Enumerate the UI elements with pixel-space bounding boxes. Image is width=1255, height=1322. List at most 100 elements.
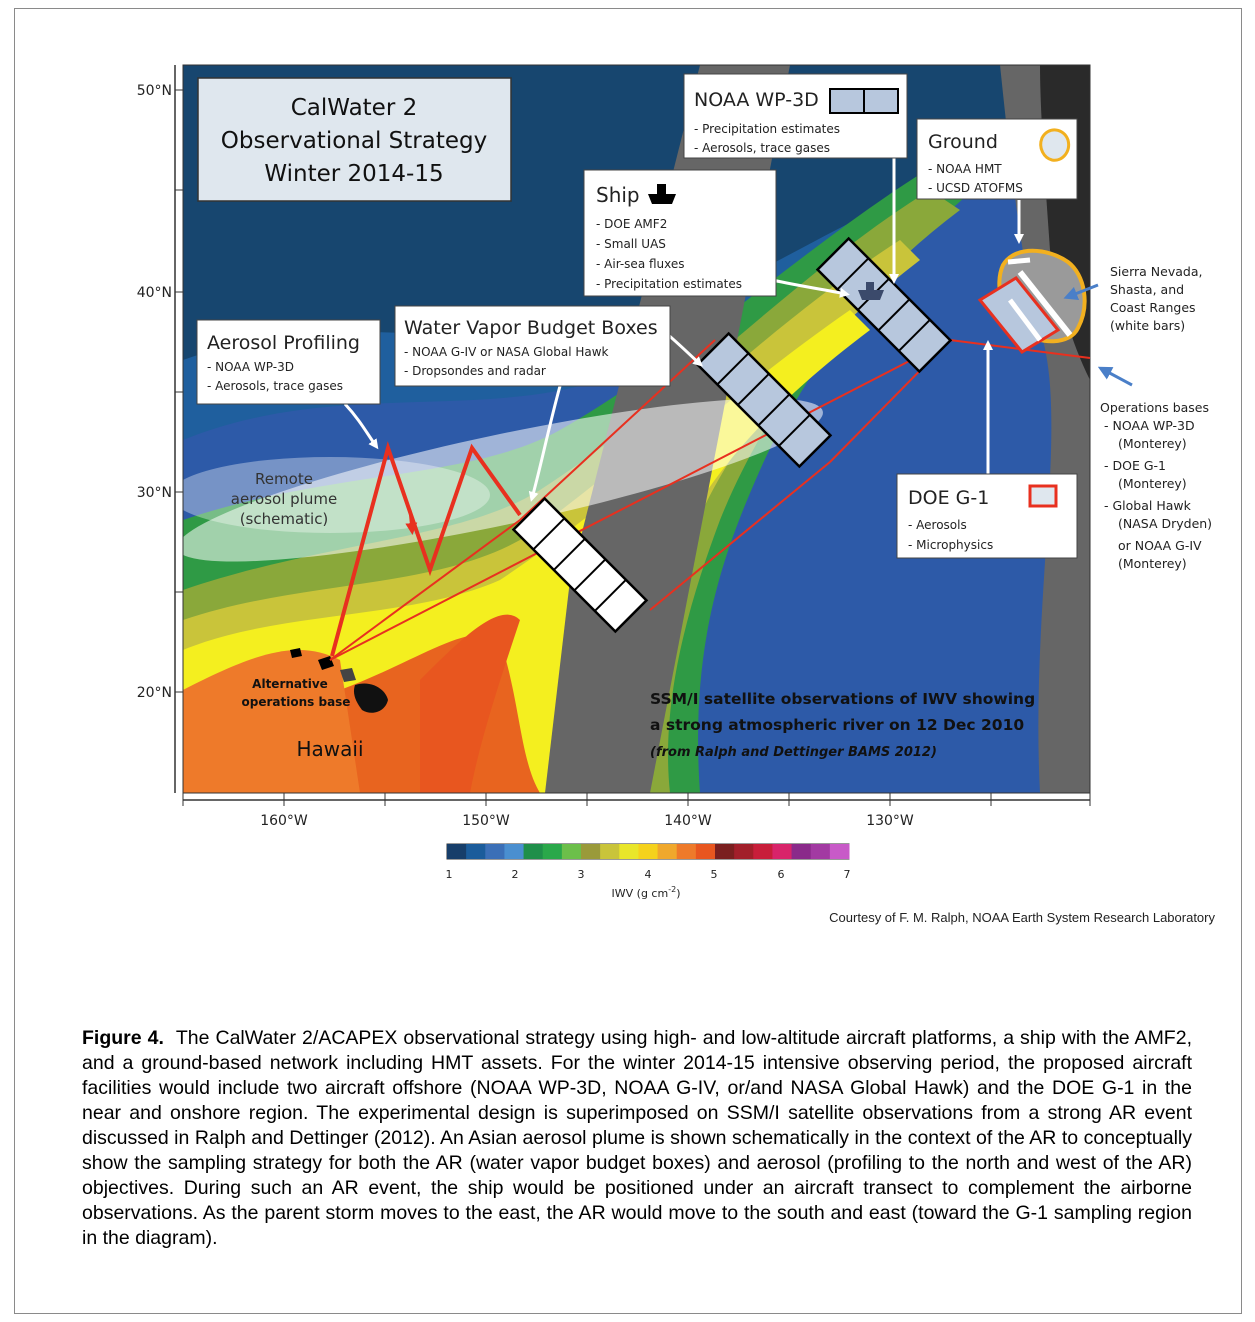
- box-item: - NOAA G-IV or NASA Global Hawk: [404, 345, 609, 359]
- colorbar-cell: [466, 844, 486, 859]
- wp3d-box: NOAA WP-3D - Precipitation estimates - A…: [683, 73, 908, 159]
- alt-base-line: operations base: [242, 695, 351, 709]
- ops-line: Operations bases: [1100, 400, 1209, 415]
- colorbar-cell: [715, 844, 735, 859]
- box-title: NOAA WP-3D: [694, 89, 819, 111]
- colorbar-cell: [542, 844, 563, 859]
- colorbar-tick: 2: [512, 868, 519, 881]
- ssmi-source: (from Ralph and Dettinger BAMS 2012): [650, 745, 937, 760]
- ops-line: (Monterey): [1118, 556, 1187, 571]
- sierra-region: [977, 248, 1087, 354]
- colorbar-cell: [485, 844, 505, 859]
- ssmi-line: SSM/I satellite observations of IWV show…: [650, 690, 1035, 708]
- colorbar-cell: [695, 844, 716, 859]
- ops-line: (NASA Dryden): [1118, 516, 1212, 531]
- lat-tick: 30°N: [137, 485, 172, 501]
- ssmi-annotation: SSM/I satellite observations of IWV show…: [650, 690, 1035, 760]
- colorbar-cell: [676, 844, 697, 859]
- g1-area-icon: [1028, 484, 1058, 508]
- lon-tick: 140°W: [664, 813, 712, 829]
- box-item: - Aerosols, trace gases: [207, 379, 343, 393]
- y-axis: 50°N 40°N 30°N 20°N: [137, 65, 183, 793]
- plume-line: aerosol plume: [231, 490, 337, 508]
- colorbar-cell: [734, 844, 754, 859]
- callout-arrows: [343, 158, 1133, 502]
- ops-line: (Monterey): [1118, 436, 1187, 451]
- ground-area-icon: [1039, 128, 1071, 162]
- aerosol-profiling-box: Aerosol Profiling - NOAA WP-3D - Aerosol…: [196, 319, 381, 405]
- iwv-colorbar: 1 2 3 4 5 6 7 IWV (g cm-2): [446, 843, 851, 900]
- colorbar-cell: [619, 844, 639, 859]
- ops-line: or NOAA G-IV: [1118, 538, 1202, 553]
- colorbar-cell: [829, 844, 850, 859]
- box-item: - NOAA HMT: [928, 162, 1002, 176]
- colorbar-cell: [581, 844, 601, 859]
- colorbar-label: IWV (g cm-2): [612, 885, 681, 900]
- box-item: - Precipitation estimates: [694, 122, 840, 136]
- ops-line: - Global Hawk: [1104, 498, 1192, 513]
- colorbar-tick: 4: [645, 868, 652, 881]
- sierra-line: Coast Ranges: [1110, 300, 1196, 315]
- ops-line: (Monterey): [1118, 476, 1187, 491]
- lat-tick: 20°N: [137, 685, 172, 701]
- box-title: Water Vapor Budget Boxes: [404, 317, 658, 339]
- ops-line: - DOE G-1: [1104, 458, 1166, 473]
- budget-box-middle: [695, 331, 833, 469]
- lon-tick: 130°W: [866, 813, 914, 829]
- box-title: Ship: [596, 183, 640, 207]
- ship-icon: [858, 282, 884, 300]
- figure-caption: Figure 4. The CalWater 2/ACAPEX observat…: [82, 1026, 1192, 1251]
- box-item: - Precipitation estimates: [596, 277, 742, 291]
- box-item: - DOE AMF2: [596, 217, 667, 231]
- sierra-line: Sierra Nevada,: [1110, 264, 1202, 279]
- flight-tracks: [329, 339, 1091, 661]
- box-item: - Dropsondes and radar: [404, 364, 546, 378]
- operations-bases-label: Operations bases - NOAA WP-3D (Monterey)…: [1100, 400, 1212, 571]
- colorbar-tick: 5: [711, 868, 718, 881]
- box-item: - Microphysics: [908, 538, 993, 552]
- colorbar-cell: [447, 844, 467, 859]
- map-title-line: Observational Strategy: [221, 128, 487, 154]
- map-title-box: CalWater 2 Observational Strategy Winter…: [197, 77, 512, 202]
- x-axis: 160°W 150°W 140°W 130°W: [182, 793, 1091, 829]
- box-item: - Aerosols: [908, 518, 967, 532]
- credit-line: Courtesy of F. M. Ralph, NOAA Earth Syst…: [829, 910, 1215, 925]
- lat-tick: 40°N: [137, 285, 172, 301]
- plume-line: Remote: [255, 470, 313, 488]
- lon-tick: 150°W: [462, 813, 510, 829]
- ship-box: Ship - DOE AMF2 - Small UAS - Air-sea fl…: [583, 169, 777, 297]
- colorbar-tick: 1: [446, 868, 453, 881]
- plume-line: (schematic): [240, 510, 329, 528]
- hawaii-label: Hawaii: [296, 737, 363, 761]
- budget-box-west: [511, 496, 649, 634]
- sierra-label: Sierra Nevada, Shasta, and Coast Ranges …: [1110, 264, 1202, 333]
- lat-tick: 50°N: [137, 83, 172, 99]
- colorbar-cell: [810, 844, 831, 859]
- box-title: Ground: [928, 131, 998, 153]
- ssmi-line: a strong atmospheric river on 12 Dec 201…: [650, 716, 1024, 734]
- figure-frame: [14, 8, 1242, 1314]
- caption-label: Figure 4.: [82, 1027, 164, 1049]
- map-title-line: CalWater 2: [291, 95, 417, 121]
- ground-box: Ground - NOAA HMT - UCSD ATOFMS: [916, 118, 1078, 200]
- colorbar-cell: [791, 844, 812, 859]
- ar-observation-map: 50°N 40°N 30°N 20°N 160°W 150°W 140°W 13…: [137, 64, 1212, 900]
- colorbar-cell: [600, 844, 620, 859]
- box-item: - Aerosols, trace gases: [694, 141, 830, 155]
- colorbar-cell: [657, 844, 678, 859]
- plume-label: Remote aerosol plume (schematic): [231, 470, 337, 528]
- box-title: Aerosol Profiling: [207, 332, 360, 354]
- ops-line: - NOAA WP-3D: [1104, 418, 1195, 433]
- box-item: - Small UAS: [596, 237, 666, 251]
- colorbar-cell: [504, 844, 525, 859]
- alt-base-line: Alternative: [252, 677, 328, 691]
- g1-box: DOE G-1 - Aerosols - Microphysics: [896, 473, 1078, 559]
- colorbar-cell: [561, 844, 582, 859]
- box-item: - NOAA WP-3D: [207, 360, 294, 374]
- box-title: DOE G-1: [908, 487, 989, 509]
- map-title-line: Winter 2014-15: [264, 161, 443, 187]
- caption-text: The CalWater 2/ACAPEX observational stra…: [82, 1027, 1192, 1249]
- sierra-line: (white bars): [1110, 318, 1185, 333]
- hawaii-labels: Alternative operations base Hawaii: [242, 677, 364, 761]
- colorbar-tick: 6: [778, 868, 785, 881]
